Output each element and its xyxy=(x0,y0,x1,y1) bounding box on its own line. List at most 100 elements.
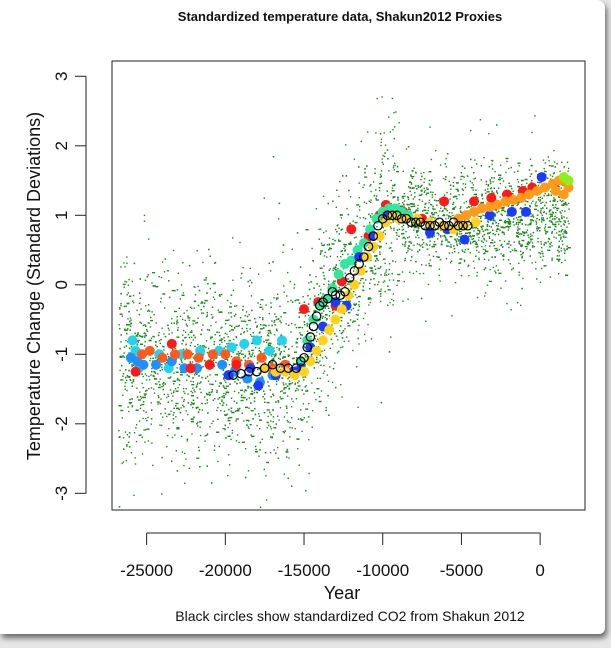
proxy-point xyxy=(126,389,128,392)
proxy-point xyxy=(140,404,142,407)
proxy-point xyxy=(384,272,386,275)
proxy-point xyxy=(412,221,414,224)
proxy-point xyxy=(421,239,424,241)
proxy-point xyxy=(399,205,401,207)
proxy-point xyxy=(275,316,277,318)
proxy-point xyxy=(567,170,569,172)
proxy-point xyxy=(276,298,278,301)
proxy-point xyxy=(145,417,147,420)
proxy-point xyxy=(383,280,386,282)
proxy-point xyxy=(468,219,470,222)
proxy-point xyxy=(537,237,539,240)
proxy-point xyxy=(217,407,219,409)
proxy-point xyxy=(140,335,144,338)
proxy-point xyxy=(224,323,227,325)
proxy-point xyxy=(469,252,471,254)
proxy-point xyxy=(423,187,425,189)
proxy-point xyxy=(251,390,253,392)
proxy-point xyxy=(401,271,404,273)
proxy-point xyxy=(544,162,546,164)
co2-circle xyxy=(344,273,355,283)
proxy-point xyxy=(392,221,394,223)
proxy-point xyxy=(373,251,375,253)
proxy-point xyxy=(473,172,475,174)
proxy-point xyxy=(355,243,358,245)
proxy-point xyxy=(321,350,323,352)
proxy-point xyxy=(434,217,436,219)
proxy-point xyxy=(476,296,479,299)
proxy-point xyxy=(551,259,553,261)
proxy-point xyxy=(557,221,559,223)
proxy-point xyxy=(492,229,494,231)
proxy-point xyxy=(392,196,396,198)
proxy-point xyxy=(262,318,264,321)
proxy-point xyxy=(141,436,143,438)
proxy-point xyxy=(193,300,196,303)
proxy-point xyxy=(283,387,287,389)
proxy-point xyxy=(190,380,192,383)
proxy-point xyxy=(124,329,128,331)
proxy-point xyxy=(470,205,472,208)
proxy-point xyxy=(334,267,336,270)
proxy-point xyxy=(263,341,265,343)
proxy-point xyxy=(252,352,254,354)
proxy-point xyxy=(365,279,367,281)
proxy-point xyxy=(497,233,500,236)
proxy-point xyxy=(451,315,453,317)
proxy-point xyxy=(503,233,505,235)
proxy-point xyxy=(402,202,404,204)
proxy-point xyxy=(445,218,447,220)
proxy-point xyxy=(248,407,250,409)
proxy-point xyxy=(154,378,157,380)
proxy-point xyxy=(192,399,195,401)
proxy-point xyxy=(251,309,253,312)
proxy-point xyxy=(126,324,128,326)
proxy-point xyxy=(129,320,131,323)
proxy-point xyxy=(563,216,565,218)
proxy-point xyxy=(319,319,321,321)
proxy-point xyxy=(230,316,233,318)
proxy-point xyxy=(545,201,547,204)
proxy-point xyxy=(425,264,427,266)
proxy-point xyxy=(464,248,467,251)
proxy-point xyxy=(376,97,378,100)
proxy-point xyxy=(287,477,289,479)
proxy-point xyxy=(232,351,234,353)
proxy-point xyxy=(177,326,179,329)
proxy-point xyxy=(500,287,502,289)
proxy-point xyxy=(478,251,480,253)
proxy-point xyxy=(212,316,214,318)
proxy-point xyxy=(459,262,462,264)
proxy-point xyxy=(344,249,346,251)
proxy-point xyxy=(417,231,419,233)
proxy-point xyxy=(384,229,386,232)
series-point xyxy=(516,192,527,203)
proxy-point xyxy=(332,368,335,370)
proxy-point xyxy=(296,346,298,348)
series-point xyxy=(333,269,344,280)
proxy-point xyxy=(189,361,191,363)
proxy-point xyxy=(376,226,378,228)
proxy-point xyxy=(229,416,233,419)
proxy-point xyxy=(258,372,260,374)
proxy-point xyxy=(293,357,295,359)
proxy-point xyxy=(196,322,198,324)
proxy-point xyxy=(161,385,163,388)
proxy-point xyxy=(347,300,351,302)
proxy-point xyxy=(341,316,343,319)
series-point xyxy=(346,255,357,266)
proxy-point xyxy=(267,344,271,347)
proxy-point xyxy=(122,394,124,396)
proxy-point xyxy=(453,201,455,204)
proxy-point xyxy=(306,322,308,325)
proxy-point xyxy=(430,204,433,206)
proxy-point xyxy=(278,202,281,205)
proxy-point xyxy=(407,226,409,228)
proxy-point xyxy=(563,220,565,222)
proxy-point xyxy=(244,448,247,450)
proxy-point xyxy=(378,187,381,189)
proxy-point xyxy=(496,190,498,192)
proxy-point xyxy=(323,364,325,367)
proxy-point xyxy=(124,388,126,390)
proxy-point xyxy=(529,205,531,207)
